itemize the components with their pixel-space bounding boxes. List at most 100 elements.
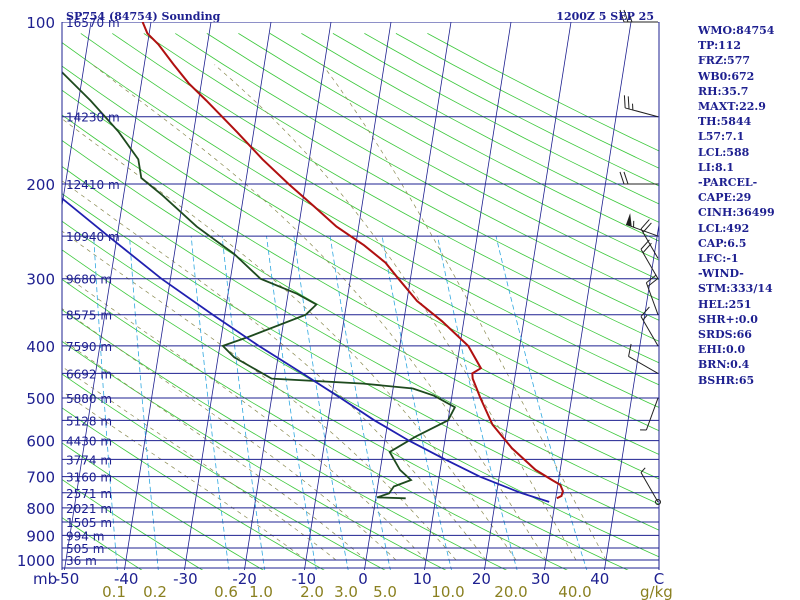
x-axis-unit-label: mb: [33, 570, 57, 588]
wind-barb: [640, 467, 659, 503]
indices-panel: WMO:84754 TP:112 FRZ:577 WB0:672 RH:35.7 MAXT…: [698, 23, 798, 388]
index-value: WMO:84754: [698, 24, 775, 37]
moist-adiabat-line: [322, 64, 607, 561]
index-value: RH:35.7: [698, 84, 749, 98]
mixing-ratio-line: [293, 236, 349, 570]
dry-adiabat-line: [62, 442, 264, 570]
isotherm-line: [424, 22, 512, 570]
dry-adiabat-line: [62, 139, 659, 480]
height-label: 6692 m: [66, 367, 112, 381]
mixing-ratio-tick-label: 0.2: [143, 583, 167, 600]
index-value: TP:112: [698, 39, 742, 53]
moist-adiabat-line: [62, 338, 367, 561]
mixing-ratio-line: [495, 236, 588, 570]
pressure-tick-label: 700: [26, 469, 55, 487]
isotherm-line: [124, 22, 212, 570]
moist-adiabat-line: [62, 230, 457, 561]
mixing-ratio-line: [190, 236, 230, 570]
height-label: 5880 m: [66, 392, 112, 406]
isotherm-line: [604, 221, 659, 570]
moist-adiabat-line: [92, 64, 547, 561]
temperature-tick-label: -20: [232, 570, 257, 588]
index-value: L57:7.1: [698, 130, 745, 144]
surface-wind-marker: [655, 498, 661, 505]
wind-barb: [623, 95, 659, 118]
height-label: 2021 m: [66, 502, 112, 516]
wind-barb: [640, 306, 659, 347]
height-label: 2571 m: [66, 487, 112, 501]
pressure-tick-label: 1000: [17, 552, 55, 570]
dry-adiabat-line: [80, 33, 659, 364]
index-value: EHI:0.0: [698, 343, 746, 357]
wind-barb: [645, 274, 659, 315]
index-value: SHR+:0.0: [698, 312, 758, 326]
index-value: BSHR:65: [698, 373, 755, 387]
isotherm-line: [304, 22, 392, 570]
height-label: 4430 m: [66, 435, 112, 449]
dry-adiabat-line: [175, 33, 659, 301]
plot-frame: [61, 22, 660, 570]
wind-barb: [619, 9, 658, 23]
index-value: HEL:251: [698, 297, 752, 311]
height-label: 10940 m: [66, 230, 120, 244]
mixing-ratio-line: [381, 236, 452, 570]
dry-adiabat-line: [62, 220, 659, 558]
mixing-ratio-unit-label: g/kg: [640, 583, 673, 600]
wind-barb: [619, 171, 658, 185]
observation-time: 1200Z 5 SEP 25: [556, 10, 654, 23]
profile-lines: [62, 22, 564, 503]
mixing-ratio-tick-label: 20.0: [494, 583, 527, 600]
mixing-ratio-tick-label: 2.0: [300, 583, 324, 600]
temperature-tick-label: 10: [413, 570, 432, 588]
dry-adiabat-line: [62, 65, 659, 408]
dry-adiabat-line: [62, 517, 143, 570]
temperature-tick-label: -30: [173, 570, 198, 588]
moist-adiabat-line: [62, 118, 517, 561]
pressure-tick-label: 900: [26, 527, 55, 545]
pressure-tick-label: 200: [26, 176, 55, 194]
height-label: 3774 m: [66, 453, 112, 467]
temperature-tick-label: -40: [114, 570, 139, 588]
temperature-tick-label: C: [654, 570, 664, 588]
wind-barb: [640, 397, 659, 431]
background-lines: [0, 10, 659, 571]
parcel-profile: [62, 197, 550, 503]
height-label: 8575 m: [66, 309, 112, 323]
dry-adiabat-line: [112, 33, 659, 342]
isotherm-line: [0, 10, 33, 571]
dry-adiabat-line: [62, 42, 659, 386]
mixing-ratio-line: [129, 236, 159, 570]
height-label: 16570 m: [66, 16, 120, 30]
dry-adiabat-line: [62, 89, 659, 432]
height-label: 9680 m: [66, 273, 112, 287]
dewpoint-profile: [62, 70, 457, 500]
wind-barb: [640, 219, 659, 259]
height-label: 12410 m: [66, 178, 120, 192]
temperature-tick-label: 0: [358, 570, 368, 588]
wind-barb: [628, 343, 659, 374]
index-value: -PARCEL-: [698, 176, 758, 190]
temperature-tick-label: 30: [531, 570, 550, 588]
temperature-profile: [141, 22, 564, 500]
dry-adiabat-line: [62, 278, 568, 570]
mixing-ratio-tick-label: 0.6: [214, 583, 238, 600]
height-label: 7590 m: [66, 340, 112, 354]
isotherm-line: [64, 22, 152, 570]
index-value: LI:8.1: [698, 160, 735, 174]
height-label: 994 m: [66, 529, 104, 543]
pressure-tick-label: 800: [26, 500, 55, 518]
mixing-ratio-tick-label: 3.0: [334, 583, 358, 600]
dry-adiabat-line: [62, 373, 386, 570]
dry-adiabat-line: [62, 340, 447, 570]
height-label: 3160 m: [66, 471, 112, 485]
temperature-tick-label: -10: [292, 570, 317, 588]
dry-adiabat-line: [62, 114, 659, 455]
mixing-ratio-tick-label: 1.0: [249, 583, 273, 600]
index-value: BRN:0.4: [698, 358, 750, 372]
mixing-ratio-tick-label: 0.1: [102, 583, 126, 600]
height-label: 36 m: [66, 554, 97, 568]
height-label: 1505 m: [66, 516, 112, 530]
index-value: LCL:588: [698, 145, 750, 159]
wind-barb: [640, 239, 659, 279]
